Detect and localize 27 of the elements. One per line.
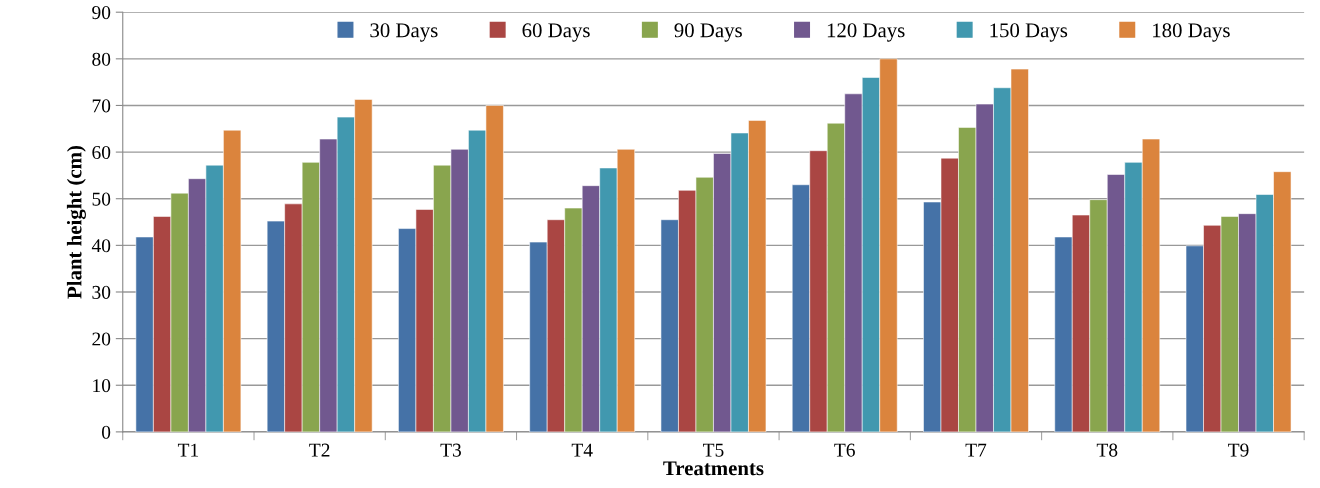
legend-label: 180 Days — [1153, 23, 1230, 42]
x-tick-label: T2 — [309, 443, 330, 457]
y-tick-label: 0 — [101, 425, 111, 439]
y-tick-label: 50 — [92, 192, 111, 206]
x-tick-label: T5 — [703, 443, 724, 457]
legend-label: 150 Days — [990, 23, 1068, 42]
y-tick-label: 30 — [92, 285, 111, 299]
x-axis-title: Treatments — [663, 461, 764, 476]
x-tick-label: T7 — [965, 443, 987, 457]
y-tick-label: 70 — [92, 99, 111, 113]
legend-label: 120 Days — [827, 23, 905, 42]
y-tick-label: 20 — [92, 332, 111, 346]
x-tick-label: T1 — [177, 443, 199, 457]
y-tick-label: 60 — [92, 145, 111, 160]
x-tick-label: T9 — [1228, 443, 1249, 457]
x-tick-label: T3 — [440, 443, 461, 457]
y-tick-label: 10 — [93, 379, 111, 393]
x-tick-label: T6 — [834, 443, 855, 457]
y-tick-label: 90 — [92, 6, 111, 20]
x-tick-label: T4 — [571, 443, 593, 457]
legend-label: 90 Days — [674, 23, 742, 42]
y-axis-title: Plant height (cm) — [66, 146, 86, 299]
legend-label: 30 Days — [370, 23, 438, 42]
y-tick-label: 80 — [92, 52, 111, 66]
x-tick-label: T8 — [1096, 443, 1118, 457]
legend-label: 60 Days — [522, 23, 590, 42]
y-tick-label: 40 — [91, 239, 111, 253]
